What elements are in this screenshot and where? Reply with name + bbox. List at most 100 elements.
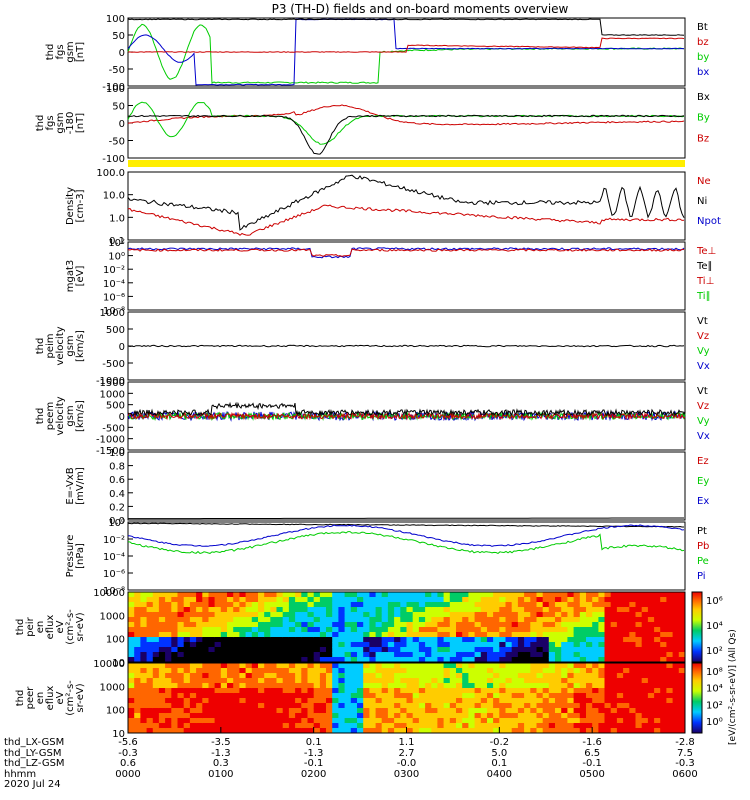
spectrogram-cell bbox=[678, 612, 686, 618]
spectrogram-cell bbox=[326, 602, 333, 608]
spectrogram-cell bbox=[344, 642, 352, 648]
spectrogram-cell bbox=[387, 678, 395, 684]
spectrogram-cell bbox=[288, 718, 296, 724]
x-tick-column: -5.6 -0.3 0.6 0000 bbox=[98, 737, 158, 780]
spectrogram-cell bbox=[579, 627, 587, 633]
spectrogram-cell bbox=[555, 718, 562, 724]
spectrogram-cell bbox=[678, 698, 686, 704]
spectrogram-cell bbox=[313, 632, 321, 638]
spectrogram-cell bbox=[499, 678, 506, 684]
spectrogram-cell bbox=[586, 632, 593, 638]
spectrogram-cell bbox=[678, 657, 686, 663]
spectrogram-cell bbox=[326, 708, 333, 714]
spectrogram-cell bbox=[493, 627, 500, 633]
spectrogram-cell bbox=[171, 627, 178, 633]
spectrogram-cell bbox=[165, 647, 172, 653]
spectrogram-cell bbox=[171, 642, 178, 648]
spectrogram-cell bbox=[499, 612, 506, 618]
spectrogram-cell bbox=[245, 723, 253, 729]
spectrogram-cell bbox=[555, 678, 562, 684]
spectrogram-cell bbox=[431, 597, 438, 603]
spectrogram-cell bbox=[177, 688, 185, 694]
spectrogram-cell bbox=[524, 718, 531, 724]
spectrogram-cell bbox=[573, 592, 581, 598]
spectrogram-cell bbox=[425, 607, 432, 613]
spectrogram-cell bbox=[128, 693, 135, 699]
spectrogram-cell bbox=[202, 647, 209, 653]
spectrogram-cell bbox=[598, 728, 606, 734]
spectrogram-cell bbox=[437, 607, 445, 613]
spectrogram-cell bbox=[220, 678, 228, 684]
spectrogram-cell bbox=[326, 693, 333, 699]
spectrogram-cell bbox=[449, 708, 457, 714]
spectrogram-cell bbox=[598, 607, 606, 613]
spectrogram-cell bbox=[227, 592, 234, 598]
y-tick-label: 0.2 bbox=[109, 502, 125, 513]
spectrogram-cell bbox=[406, 723, 414, 729]
spectrogram-cell bbox=[610, 647, 618, 653]
spectrogram-cell bbox=[443, 673, 451, 679]
spectrogram-cell bbox=[654, 622, 661, 628]
spectrogram-cell bbox=[678, 627, 686, 633]
spectrogram-cell bbox=[487, 632, 494, 638]
spectrogram-cell bbox=[579, 632, 587, 638]
spectrogram-cell bbox=[499, 642, 506, 648]
spectrogram-cell bbox=[208, 703, 216, 709]
spectrogram-cell bbox=[357, 652, 364, 658]
spectrogram-cell bbox=[449, 683, 457, 689]
spectrogram-cell bbox=[152, 688, 160, 694]
spectrogram-cell bbox=[598, 723, 606, 729]
spectrogram-cell bbox=[542, 652, 550, 658]
spectrogram-cell bbox=[165, 632, 172, 638]
spectrogram-cell bbox=[295, 708, 302, 714]
spectrogram-cell bbox=[443, 728, 451, 734]
spectrogram-cell bbox=[270, 693, 277, 699]
spectrogram-cell bbox=[227, 642, 234, 648]
spectrogram-cell bbox=[338, 592, 346, 598]
spectrogram-cell bbox=[623, 703, 630, 709]
spectrogram-cell bbox=[604, 663, 612, 669]
panel-frame bbox=[127, 171, 686, 241]
spectrogram-cell bbox=[462, 647, 469, 653]
spectrogram-cell bbox=[635, 698, 643, 704]
spectrogram-cell bbox=[511, 612, 519, 618]
spectrogram-cell bbox=[326, 683, 333, 689]
spectrogram-cell bbox=[251, 678, 259, 684]
spectrogram-cell bbox=[406, 703, 414, 709]
spectrogram-cell bbox=[406, 678, 414, 684]
spectrogram-cell bbox=[511, 728, 519, 734]
spectrogram-cell bbox=[258, 668, 265, 674]
spectrogram-cell bbox=[610, 708, 618, 714]
spectrogram-cell bbox=[487, 728, 494, 734]
spectrogram-cell bbox=[152, 637, 160, 643]
spectrogram-cell bbox=[196, 698, 203, 704]
spectrogram-cell bbox=[326, 612, 333, 618]
spectrogram-cell bbox=[239, 668, 247, 674]
spectrogram-cell bbox=[301, 627, 308, 633]
y-label-line: eflux bbox=[45, 615, 56, 640]
spectrogram-cell bbox=[183, 683, 191, 689]
spectrogram-cell bbox=[152, 728, 160, 734]
spectrogram-cell bbox=[332, 607, 339, 613]
x-tick-value: 0400 bbox=[486, 768, 513, 780]
spectrogram-cell bbox=[326, 592, 333, 598]
y-axis-label: thd peem velocity gsm [km/s] bbox=[35, 396, 86, 435]
spectrogram-cell bbox=[598, 637, 606, 643]
spectrogram-cell bbox=[350, 632, 358, 638]
spectrogram-cell bbox=[635, 642, 643, 648]
spectrogram-cell bbox=[400, 592, 407, 598]
spectrogram-cell bbox=[437, 713, 445, 719]
spectrogram-cell bbox=[431, 632, 438, 638]
spectrogram-cell bbox=[245, 637, 253, 643]
spectrogram-cell bbox=[530, 723, 537, 729]
spectrogram-cell bbox=[165, 637, 172, 643]
spectrogram-cell bbox=[258, 617, 265, 623]
spectrogram-cell bbox=[635, 708, 643, 714]
spectrogram-cell bbox=[332, 637, 339, 643]
spectrogram-cell bbox=[375, 678, 383, 684]
spectrogram-cell bbox=[462, 688, 469, 694]
spectrogram-cell bbox=[301, 617, 308, 623]
spectrogram-cell bbox=[629, 632, 636, 638]
spectrogram-cell bbox=[394, 673, 401, 679]
spectrogram-cell bbox=[307, 632, 315, 638]
